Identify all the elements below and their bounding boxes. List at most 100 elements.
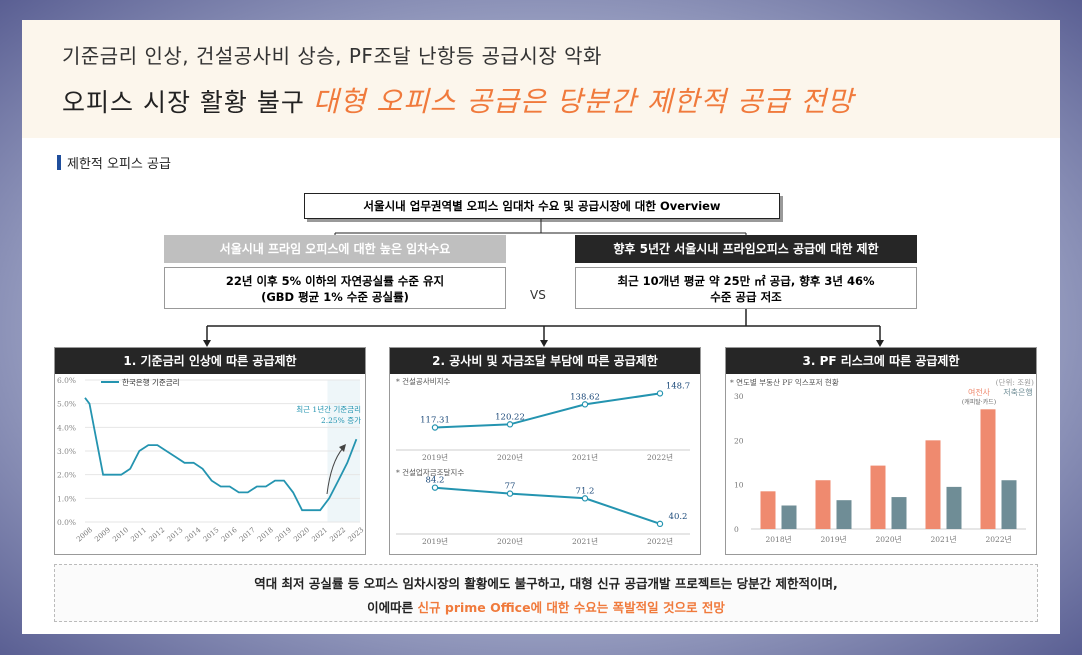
y-tick-label: 6.0%	[57, 376, 76, 385]
connector-lines	[203, 218, 884, 347]
financing-index-x-label: 2020년	[497, 536, 523, 546]
cost-index-x-label: 2019년	[422, 452, 448, 462]
header-line-1: 기준금리 인상, 건설공사비 상승, PF조달 난항등 공급시장 악화	[62, 44, 602, 68]
financing-index-value-label: 84.2	[426, 476, 445, 486]
x-tick-label: 2022년	[986, 534, 1012, 544]
x-tick-label: 2018년	[766, 534, 792, 544]
header-line-2-accent: 대형 오피스 공급은 당분간 제한적 공급 전망	[312, 85, 854, 118]
cost-index-point	[656, 390, 664, 397]
x-tick-label: 2019	[274, 526, 293, 544]
panel-interest-rate: 1. 기준금리 인상에 따른 공급제한 6.0% 5.0% 4.0% 3.0% 2.0%…	[54, 347, 366, 555]
bar-savings-bank	[781, 505, 797, 529]
panel-3-title: 3. PF 리스크에 따른 공급제한	[726, 348, 1036, 374]
panel-1-title: 1. 기준금리 인상에 따른 공급제한	[55, 348, 365, 374]
cost-index-title: * 건설공사비지수	[396, 376, 451, 386]
interest-rate-chart: 6.0% 5.0% 4.0% 3.0% 2.0% 1.0% 0.0%2008 2009 2010…	[57, 376, 365, 544]
cost-index-value-label: 148.7	[666, 381, 690, 391]
x-tick-label: 2009	[93, 526, 112, 544]
x-tick-label: 2012	[148, 526, 167, 544]
financing-index-value-label: 77	[505, 482, 516, 492]
annotation-text-2: 2.25% 증가	[321, 416, 361, 425]
financing-index-x-label: 2019년	[422, 536, 448, 546]
header-line-2: 오피스 시장 활황 불구 대형 오피스 공급은 당분간 제한적 공급 전망	[62, 80, 854, 120]
legend-series-1: 여전사	[968, 387, 991, 397]
bar-savings-bank	[836, 500, 852, 529]
conclusion-line-1: 역대 최저 공실률 등 오피스 임차시장의 활황에도 불구하고, 대형 신규 공…	[254, 576, 838, 591]
x-tick-label: 2017	[238, 526, 257, 544]
rate-line	[84, 397, 358, 512]
chart-title: * 연도별 부동산 PF 익스포저 현황	[730, 377, 839, 387]
y-tick-label: 0.0%	[57, 518, 76, 527]
construction-index-chart: * 건설공사비지수 117.31 120.22 138.62 148.7 2019년 202…	[396, 376, 690, 546]
x-tick-label: 2020	[292, 526, 311, 544]
financing-index-point	[581, 495, 589, 502]
y-tick-label: 2.0%	[57, 471, 76, 480]
x-tick-label: 2015	[202, 526, 221, 544]
bar-savings-bank	[946, 486, 962, 529]
cost-index-point	[581, 401, 589, 408]
conclusion-line-2-accent: 신규 prime Office에 대한 수요는 폭발적일 것으로 전망	[417, 600, 725, 615]
conclusion-line-2: 이에따른 신규 prime Office에 대한 수요는 폭발적일 것으로 전망	[55, 597, 1037, 616]
y-tick-label: 4.0%	[57, 423, 76, 432]
panel-pf-risk: 3. PF 리스크에 따른 공급제한 * 연도별 부동산 PF 익스포저 현황 (…	[725, 347, 1037, 555]
y-tick-label: 30	[734, 392, 744, 401]
overview-title: 서울시내 업무권역별 오피스 임대차 수요 및 공급시장에 대한 Overvie…	[304, 193, 780, 219]
cost-index-x-label: 2022년	[647, 452, 673, 462]
x-tick-label: 2008	[75, 526, 94, 544]
demand-heading: 서울시내 프라임 오피스에 대한 높은 임차수요	[164, 235, 506, 263]
supply-body-line-1: 최근 10개년 평균 약 25만 ㎡ 공급, 향후 3년 46%	[617, 274, 875, 288]
header-line-2-plain: 오피스 시장 활황 불구	[62, 88, 305, 117]
header-band: 기준금리 인상, 건설공사비 상승, PF조달 난항등 공급시장 악화 오피스 …	[22, 20, 1060, 138]
financing-index-point	[431, 484, 439, 491]
financing-index-point	[506, 490, 514, 497]
cost-index-value-label: 138.62	[570, 392, 600, 402]
cost-index-line	[434, 392, 661, 429]
cost-index-x-label: 2021년	[572, 452, 598, 462]
section-marker	[57, 155, 61, 170]
x-tick-label: 2021년	[931, 534, 957, 544]
bar-yeojeonsa	[925, 440, 941, 529]
legend-series-2: 저축은행	[1003, 387, 1032, 397]
slide: 기준금리 인상, 건설공사비 상승, PF조달 난항등 공급시장 악화 오피스 …	[22, 20, 1060, 634]
supply-body: 최근 10개년 평균 약 25만 ㎡ 공급, 향후 3년 46% 수준 공급 저…	[575, 267, 917, 309]
financing-index-x-label: 2021년	[572, 536, 598, 546]
cost-index-value-label: 117.31	[420, 415, 450, 425]
panel-construction-cost: 2. 공사비 및 자금조달 부담에 따른 공급제한 * 건설공사비지수 117.3…	[389, 347, 701, 555]
cost-index-value-label: 120.22	[495, 412, 525, 422]
y-tick-label: 20	[734, 436, 744, 445]
bar-yeojeonsa	[870, 465, 886, 529]
supply-heading: 향후 5년간 서울시내 프라임오피스 공급에 대한 제한	[575, 235, 917, 263]
financing-index-line	[434, 486, 661, 525]
financing-index-value-label: 71.2	[576, 486, 595, 496]
financing-index-value-label: 40.2	[669, 512, 688, 522]
legend-series-1-sub: (캐피탈·카드)	[962, 398, 996, 406]
x-tick-label: 2016	[220, 526, 239, 544]
bar-yeojeonsa	[815, 480, 831, 529]
annotation-text-1: 최근 1년간 기준금리	[296, 404, 361, 414]
y-tick-label: 5.0%	[57, 400, 76, 409]
annotation-arrow	[326, 447, 344, 495]
x-tick-label: 2021	[310, 526, 329, 544]
conclusion-line-2-plain: 이에따른	[367, 600, 414, 615]
conclusion-box: 역대 최저 공실률 등 오피스 임차시장의 활황에도 불구하고, 대형 신규 공…	[54, 564, 1038, 622]
cost-index-point	[506, 421, 514, 428]
demand-body-line-2: (GBD 평균 1% 수준 공실률)	[261, 290, 409, 304]
y-tick-label: 0	[734, 525, 739, 534]
vs-label: VS	[530, 288, 546, 302]
financing-index-title: * 건설업자금조달지수	[396, 467, 464, 477]
bar-savings-bank	[891, 497, 907, 529]
x-tick-label: 2013	[166, 526, 185, 544]
unit-label: (단위: 조원)	[996, 377, 1034, 387]
annotation-arrowhead	[339, 444, 346, 452]
financing-index-point	[656, 520, 664, 528]
x-tick-label: 2010	[111, 526, 130, 544]
cost-index-point	[431, 424, 439, 431]
x-tick-label: 2023	[347, 526, 365, 544]
supply-body-line-2: 수준 공급 저조	[710, 290, 782, 304]
y-tick-label: 3.0%	[57, 447, 76, 456]
financing-index-x-label: 2022년	[647, 536, 673, 546]
legend-label: 한국은행 기준금리	[122, 377, 180, 387]
y-tick-label: 10	[734, 481, 744, 490]
demand-body: 22년 이후 5% 이하의 자연공실률 수준 유지 (GBD 평균 1% 수준 …	[164, 267, 506, 309]
x-tick-label: 2019년	[821, 534, 847, 544]
